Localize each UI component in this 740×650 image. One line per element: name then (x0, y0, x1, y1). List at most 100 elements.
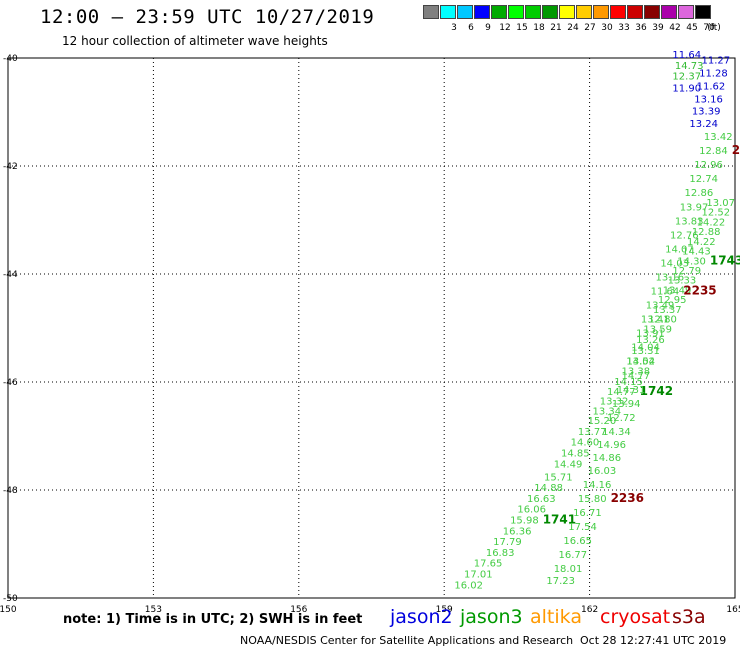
wave-height-label: 16.83 (486, 548, 515, 559)
wave-height-label: 13.41 (641, 315, 670, 326)
scale-swatch (440, 5, 456, 19)
wave-height-label: 12.72 (607, 413, 636, 424)
wave-height-label: 14.86 (592, 453, 621, 464)
scale-label: 24 (567, 23, 579, 33)
scale-label: 27 (584, 23, 596, 33)
wave-height-label: 11.62 (697, 81, 726, 92)
map-title: 12:00 – 23:59 UTC 10/27/2019 (40, 6, 375, 28)
legend-jason3: jason3 (460, 606, 523, 628)
wave-height-label: 13.34 (592, 406, 621, 417)
wave-height-label: 15.80 (578, 494, 607, 505)
wave-height-label: 14.85 (561, 449, 590, 460)
wave-height-label: 15.71 (544, 472, 573, 483)
scale-label: 6 (468, 23, 474, 33)
pass-time-label: 2235 (683, 284, 716, 298)
scale-swatch (627, 5, 643, 19)
lon-tick-label: 165 (726, 605, 740, 615)
wave-height-label: 12.52 (702, 208, 731, 219)
scale-label: 39 (652, 23, 664, 33)
wave-height-label: 12.74 (689, 174, 718, 185)
scale-unit-label: (ft) (707, 23, 721, 33)
timestamp: Oct 28 12:27:41 UTC 2019 (580, 634, 727, 647)
wave-height-label: 15.20 (588, 416, 617, 427)
wave-height-label: 14.77 (622, 371, 651, 382)
scale-swatch (610, 5, 626, 19)
legend-jason2: jason2 (390, 606, 453, 628)
lat-tick-label: -42 (3, 162, 18, 172)
wave-height-label: 12.84 (699, 146, 728, 157)
scale-label: 42 (669, 23, 681, 33)
wave-height-label: 14.02 (626, 357, 655, 368)
wave-height-label: 14.49 (554, 459, 583, 470)
wave-height-label: 14.04 (631, 343, 660, 354)
wave-height-label: 13.83 (675, 216, 704, 227)
wave-height-label: 14.77 (607, 387, 636, 398)
scale-swatch (593, 5, 609, 19)
wave-height-label: 13.42 (704, 132, 733, 143)
wave-height-label: 14.03 (660, 258, 689, 269)
wave-height-label: 14.60 (571, 438, 600, 449)
scale-label: 21 (550, 23, 562, 33)
scale-swatch (508, 5, 524, 19)
legend-s3a: s3a (672, 606, 706, 628)
scale-swatch (423, 5, 439, 19)
wave-height-label: 14.30 (677, 256, 706, 267)
wave-height-label: 13.77 (578, 427, 607, 438)
wave-height-label: 12.96 (694, 160, 723, 171)
wave-height-label: 13.16 (655, 272, 684, 283)
wave-height-label: 16.65 (563, 536, 592, 547)
scale-swatch (695, 5, 711, 19)
wave-height-label: 12.95 (658, 295, 687, 306)
scale-swatch (678, 5, 694, 19)
wave-height-label: 13.59 (643, 324, 672, 335)
wave-height-label: 16.06 (517, 505, 546, 516)
scale-label: 70 (703, 23, 715, 33)
lon-tick-label: 156 (290, 605, 307, 615)
wave-height-label: 11.64 (672, 50, 701, 61)
scale-label: 18 (533, 23, 545, 33)
wave-height-label: 14.43 (682, 247, 711, 258)
pass-time-label: 2234 (732, 143, 740, 157)
wave-height-label: 13.94 (612, 399, 641, 410)
lat-tick-label: -40 (3, 54, 18, 64)
wave-height-label: 13.33 (668, 276, 697, 287)
wave-height-label: 13.97 (680, 202, 709, 213)
wave-height-label: 12.76 (670, 230, 699, 241)
lon-tick-label: 159 (436, 605, 453, 615)
lat-tick-label: -46 (3, 378, 18, 388)
wave-height-label: 17.79 (493, 537, 522, 548)
scale-swatch (474, 5, 490, 19)
wave-height-label: 14.34 (602, 427, 631, 438)
pass-time-label: 1742 (640, 384, 673, 398)
wave-height-label: 16.63 (527, 494, 556, 505)
wave-height-label: 12.37 (672, 72, 701, 83)
scale-label: 45 (686, 23, 698, 33)
wave-height-label: 13.49 (646, 301, 675, 312)
scale-label: 15 (516, 23, 528, 33)
wave-height-label: 17.01 (464, 569, 493, 580)
wave-height-label: 13.07 (706, 198, 735, 209)
wave-height-label: 12.79 (672, 266, 701, 277)
wave-height-label: 17.54 (568, 522, 597, 533)
wave-height-label: 14.07 (665, 244, 694, 255)
wave-height-label: 14.22 (697, 217, 726, 228)
wave-height-label: 16.02 (454, 580, 483, 591)
wave-height-label: 16.77 (559, 550, 588, 561)
wave-height-label: 13.24 (689, 119, 718, 130)
wave-height-label: 13.26 (636, 335, 665, 346)
wave-height-label: 17.65 (474, 559, 503, 570)
scale-swatch (542, 5, 558, 19)
wave-height-label: 11.27 (702, 55, 731, 66)
scale-swatch (576, 5, 592, 19)
note-text: note: 1) Time is in UTC; 2) SWH is in fe… (63, 612, 363, 627)
wave-height-label: 16.36 (503, 526, 532, 537)
scale-label: 9 (485, 23, 491, 33)
wave-height-label: 13.16 (694, 94, 723, 105)
legend-cryosat: cryosat (600, 606, 671, 628)
pass-time-label: 2236 (611, 491, 644, 505)
scale-swatch (525, 5, 541, 19)
scale-label: 33 (618, 23, 630, 33)
scale-swatch (457, 5, 473, 19)
wave-height-label: 13.39 (692, 107, 721, 118)
